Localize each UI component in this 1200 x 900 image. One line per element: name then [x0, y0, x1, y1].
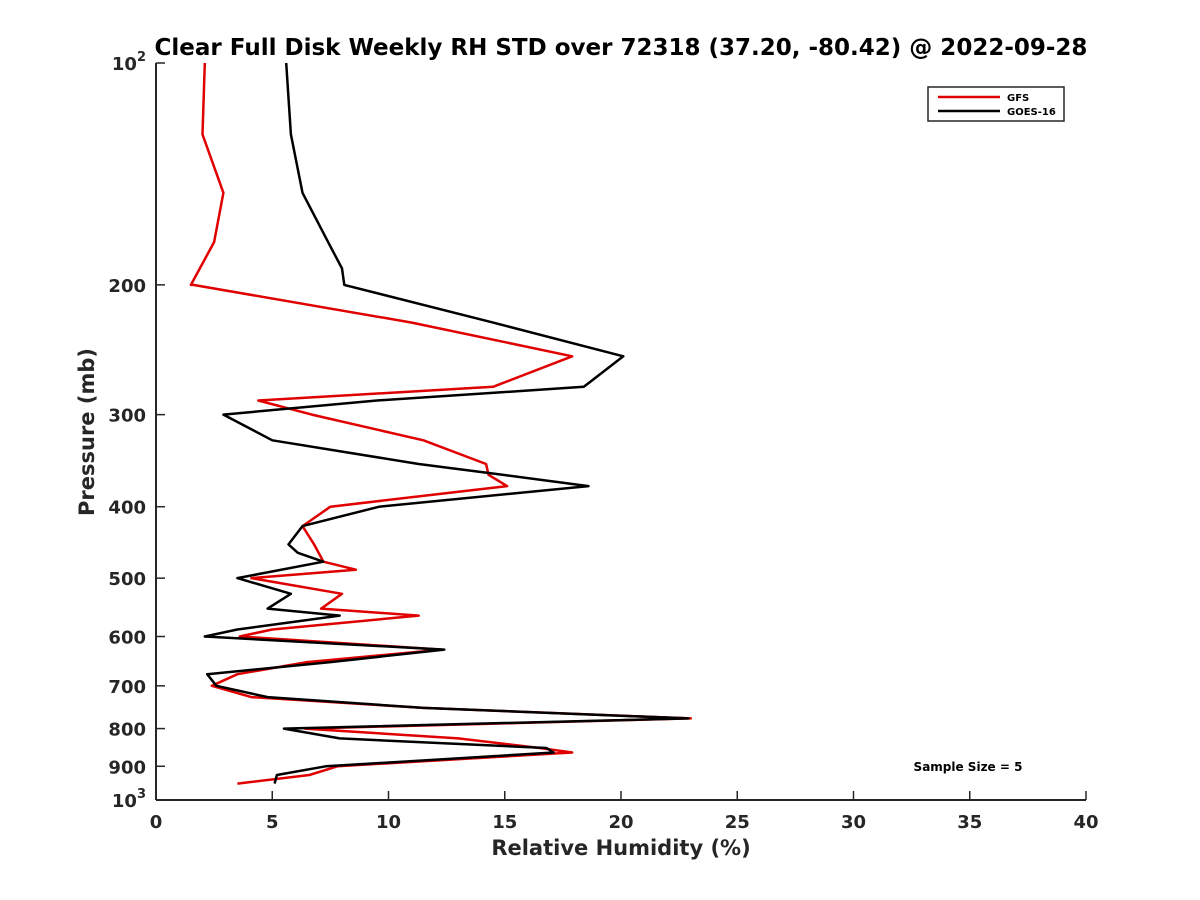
y-tick-label: 800 — [108, 720, 146, 741]
legend-box — [927, 86, 1065, 122]
x-tick-label: 0 — [150, 812, 163, 833]
series-line-gfs — [189, 62, 693, 785]
y-tick-label: 102 — [112, 50, 146, 75]
y-tick-label: 300 — [108, 406, 146, 427]
legend-label-gfs: GFS — [1007, 93, 1029, 104]
x-tick-label: 5 — [266, 812, 279, 833]
y-tick-label: 200 — [108, 276, 146, 297]
y-axis-label: Pressure (mb) — [75, 348, 99, 516]
sample-size-annotation: Sample Size = 5 — [914, 760, 1023, 774]
series-line-goes-16 — [203, 62, 690, 784]
y-tick-label: 400 — [108, 498, 146, 519]
x-tick-label: 35 — [957, 812, 982, 833]
x-tick-label: 15 — [492, 812, 517, 833]
y-tick-label: 500 — [108, 569, 146, 590]
x-tick-label: 25 — [725, 812, 750, 833]
series-layer — [189, 62, 693, 785]
y-tick-label: 700 — [108, 677, 146, 698]
legend-label-goes-16: GOES-16 — [1007, 107, 1056, 118]
y-tick-label: 103 — [112, 787, 146, 812]
x-tick-label: 20 — [608, 812, 633, 833]
y-tick-label: 600 — [108, 627, 146, 648]
x-tick-label: 40 — [1073, 812, 1098, 833]
x-tick-label: 10 — [376, 812, 401, 833]
legend: GFS GOES-16 — [927, 86, 1065, 122]
y-tick-label: 900 — [108, 757, 146, 778]
x-axis-ticks: 0 5 10 15 20 25 30 35 40 — [150, 791, 1099, 833]
y-axis-ticks: 102 200 300 400 500 600 700 800 900 103 — [108, 50, 165, 812]
chart-title: Clear Full Disk Weekly RH STD over 72318… — [155, 35, 1088, 61]
x-axis-label: Relative Humidity (%) — [491, 836, 750, 860]
x-tick-label: 30 — [841, 812, 866, 833]
plot-area — [155, 62, 1086, 801]
